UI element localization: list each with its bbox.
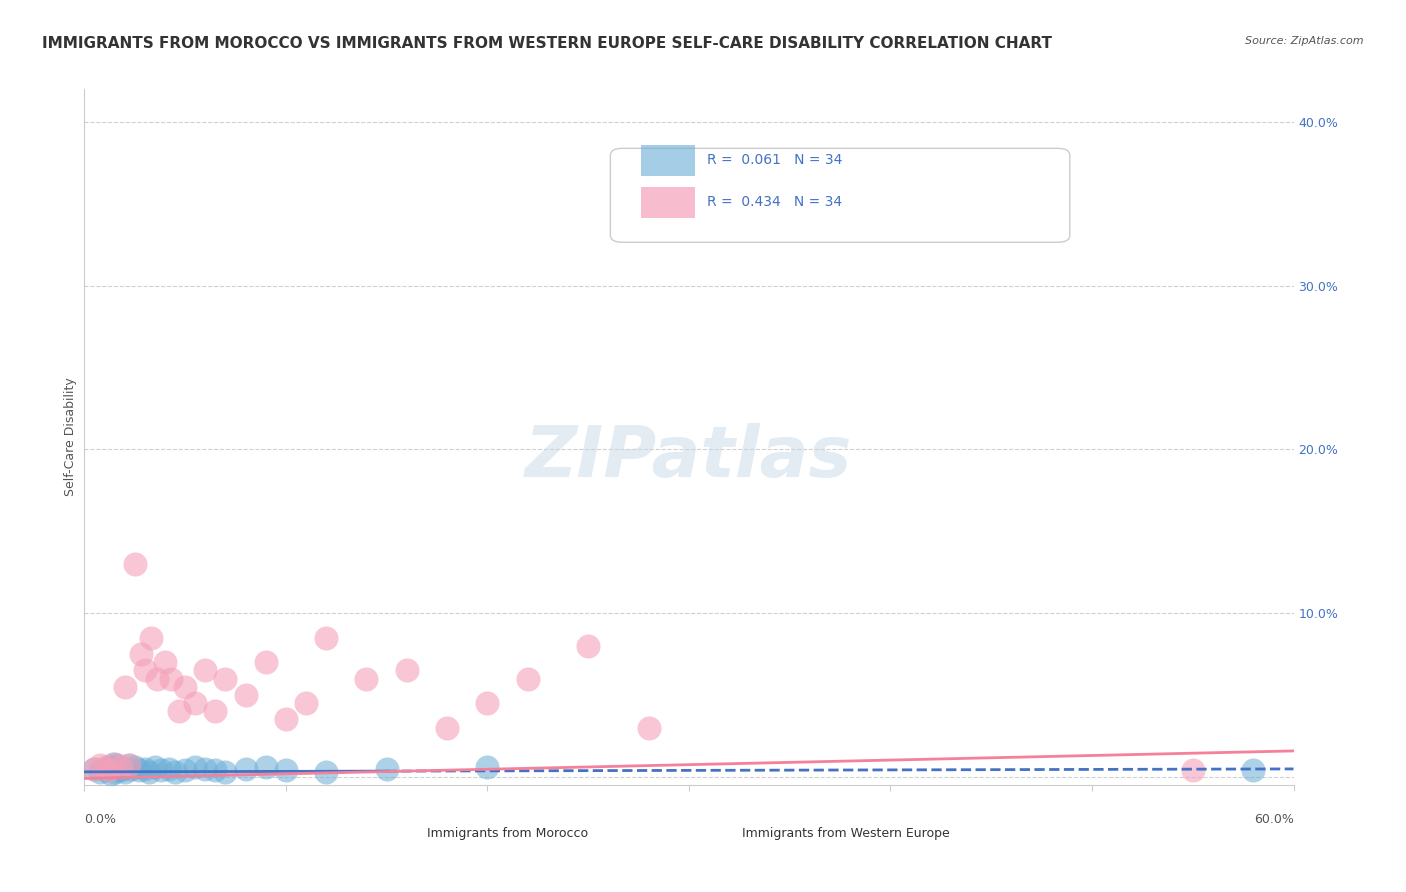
Point [356,672,378,686]
Point [235,762,257,776]
Point [105,758,128,772]
Point [134,762,156,776]
Point [124,760,146,774]
Point [214,764,236,779]
Point [129,647,152,661]
Point [107,763,129,777]
Point [114,680,136,694]
Point [97,760,120,774]
FancyBboxPatch shape [610,148,1070,243]
Y-axis label: Self-Care Disability: Self-Care Disability [65,377,77,497]
Point [184,696,207,710]
Point [139,631,162,645]
FancyBboxPatch shape [641,145,695,177]
Point [97,763,120,777]
Point [204,763,226,777]
Text: 60.0%: 60.0% [1254,814,1294,826]
Point [114,764,136,779]
Point [89,758,111,772]
Point [576,639,599,653]
Text: Immigrants from Western Europe: Immigrants from Western Europe [742,827,950,840]
Text: ZIPatlas: ZIPatlas [526,424,852,492]
Point [174,763,197,777]
Point [110,760,132,774]
Point [110,760,132,774]
Text: Source: ZipAtlas.com: Source: ZipAtlas.com [1246,36,1364,45]
Point [174,680,197,694]
Point [274,713,297,727]
Point [214,672,236,686]
Point [167,704,190,718]
Point [194,664,217,678]
Point [235,688,257,702]
Point [204,704,226,718]
Point [89,764,111,779]
Point [184,760,207,774]
Point [83,762,105,776]
Point [160,672,183,686]
Text: R =  0.434   N = 34: R = 0.434 N = 34 [707,195,842,209]
Text: Immigrants from Morocco: Immigrants from Morocco [427,827,588,840]
Point [104,764,127,779]
Point [477,760,499,774]
Point [295,696,318,710]
Point [149,763,172,777]
Point [315,631,337,645]
Point [83,762,105,776]
Point [153,655,176,669]
Point [100,766,122,780]
Point [375,762,398,776]
Point [254,655,277,669]
Point [124,557,146,571]
Point [93,763,115,777]
Point [477,696,499,710]
Point [395,664,418,678]
Point [128,763,150,777]
Point [1241,763,1264,777]
Text: R =  0.061   N = 34: R = 0.061 N = 34 [707,153,842,167]
Point [138,764,160,779]
FancyBboxPatch shape [665,823,695,844]
Point [274,763,297,777]
Point [1181,763,1204,777]
Point [254,760,277,774]
Point [118,758,141,772]
Point [101,756,124,771]
Point [134,664,156,678]
Text: 0.0%: 0.0% [84,814,117,826]
Point [157,762,180,776]
Point [118,758,141,772]
FancyBboxPatch shape [641,186,695,218]
Point [111,762,134,776]
Point [143,760,166,774]
FancyBboxPatch shape [339,823,368,844]
Point [637,721,659,735]
Point [436,721,458,735]
Point [104,756,127,771]
Point [120,762,142,776]
Point [315,764,337,779]
Point [165,764,187,779]
Point [93,760,115,774]
Text: IMMIGRANTS FROM MOROCCO VS IMMIGRANTS FROM WESTERN EUROPE SELF-CARE DISABILITY C: IMMIGRANTS FROM MOROCCO VS IMMIGRANTS FR… [42,36,1052,51]
Point [146,672,169,686]
Point [194,762,217,776]
Point [516,672,538,686]
